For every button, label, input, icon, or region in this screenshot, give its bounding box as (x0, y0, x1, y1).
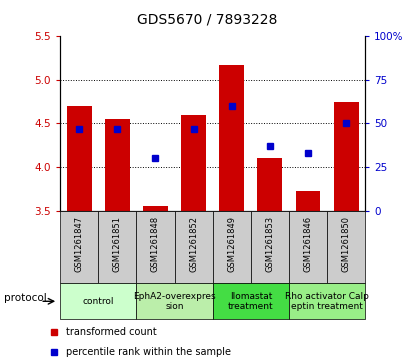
Bar (181, 115, 206, 211)
Bar (143, 206, 168, 211)
Bar (289, 283, 365, 319)
Text: Rho activator Calp
eptin treatment: Rho activator Calp eptin treatment (285, 291, 369, 311)
Text: GDS5670 / 7893228: GDS5670 / 7893228 (137, 13, 278, 27)
Bar (212, 283, 289, 319)
Text: GSM1261851: GSM1261851 (113, 216, 122, 272)
Text: GSM1261852: GSM1261852 (189, 216, 198, 272)
Bar (257, 158, 282, 211)
Text: GSM1261848: GSM1261848 (151, 216, 160, 273)
Text: GSM1261850: GSM1261850 (342, 216, 351, 272)
Bar (251, 211, 289, 283)
Bar (137, 283, 212, 319)
Bar (212, 211, 251, 283)
Text: protocol: protocol (4, 293, 47, 303)
Text: GSM1261846: GSM1261846 (303, 216, 312, 273)
Text: GSM1261853: GSM1261853 (265, 216, 274, 273)
Text: transformed count: transformed count (66, 327, 157, 337)
Text: GSM1261849: GSM1261849 (227, 216, 236, 272)
Text: percentile rank within the sample: percentile rank within the sample (66, 347, 232, 357)
Bar (60, 283, 137, 319)
Bar (98, 211, 137, 283)
Text: EphA2-overexpres
sion: EphA2-overexpres sion (133, 291, 216, 311)
Bar (289, 211, 327, 283)
Bar (327, 211, 365, 283)
Text: control: control (83, 297, 114, 306)
Bar (60, 211, 98, 283)
Bar (67, 106, 92, 211)
Text: Ilomastat
treatment: Ilomastat treatment (228, 291, 273, 311)
Bar (220, 65, 244, 211)
Text: GSM1261847: GSM1261847 (75, 216, 84, 273)
Bar (137, 211, 175, 283)
Bar (105, 119, 130, 211)
Bar (295, 191, 320, 211)
Bar (334, 102, 359, 211)
Bar (175, 211, 213, 283)
